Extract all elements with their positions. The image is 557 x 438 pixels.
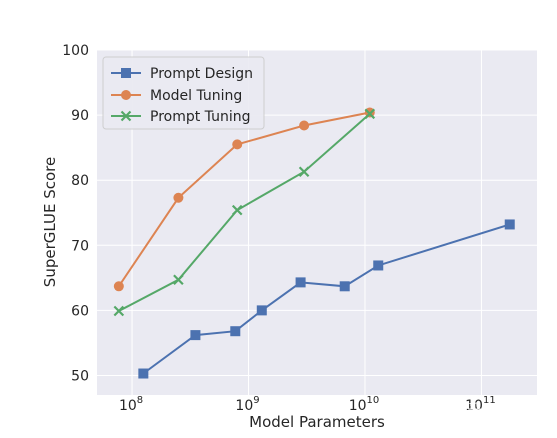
series-layer: [113, 107, 515, 379]
data-point: [299, 120, 310, 131]
y-tick-label: 70: [71, 238, 89, 254]
legend-label: Prompt Tuning: [150, 109, 251, 125]
x-tick-label: 1011: [465, 395, 496, 414]
x-tick-label: 109: [235, 395, 259, 414]
data-point: [504, 219, 515, 230]
data-point: [113, 281, 124, 292]
data-point: [190, 330, 201, 341]
data-point: [256, 305, 267, 316]
y-tick-label: 90: [71, 108, 89, 124]
series-prompt-design: [138, 219, 515, 379]
y-tick-label: 100: [62, 43, 89, 59]
series-prompt-tuning: [113, 108, 376, 317]
data-point: [232, 139, 243, 150]
data-point: [298, 166, 310, 178]
y-tick-label: 60: [71, 303, 89, 319]
data-point: [231, 204, 243, 216]
data-point: [173, 274, 184, 286]
data-point: [339, 281, 350, 292]
legend-label: Model Tuning: [150, 88, 242, 104]
x-tick-label: 1010: [349, 395, 380, 414]
legend-item-model-tuning: Model Tuning: [111, 88, 242, 104]
data-point: [138, 368, 149, 379]
legend-item-prompt-design: Prompt Design: [111, 66, 253, 82]
series-model-tuning: [113, 107, 375, 292]
x-tick-label: 108: [119, 395, 143, 414]
legend-box: [102, 56, 265, 130]
data-point: [113, 305, 125, 317]
watermark: 知乎 @yearn: [454, 401, 540, 418]
data-point: [173, 192, 184, 203]
y-tick-label: 50: [71, 368, 89, 384]
data-point: [295, 277, 306, 288]
legend: Prompt Design Model Tuning Prompt Tuning: [102, 56, 265, 130]
data-point: [230, 326, 241, 337]
legend-label: Prompt Design: [150, 66, 253, 82]
series-line: [142, 223, 510, 375]
y-tick-label: 80: [71, 173, 89, 189]
data-point: [364, 108, 376, 120]
legend-item-prompt-tuning: Prompt Tuning: [111, 109, 251, 125]
axis-ticks: 50 60 70 80 90 100 108 109 1010 1011: [62, 43, 495, 414]
x-axis-label: Model Parameters: [249, 413, 385, 431]
data-point: [373, 260, 384, 271]
y-axis-label: SuperGLUE Score: [41, 157, 59, 287]
